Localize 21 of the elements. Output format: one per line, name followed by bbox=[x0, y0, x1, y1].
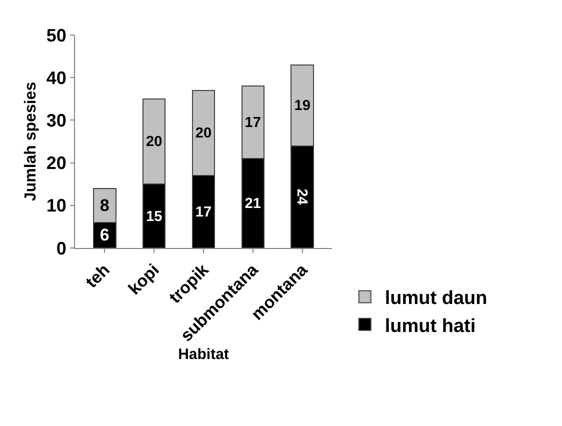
data-label: 17 bbox=[244, 115, 262, 132]
data-label: 15 bbox=[146, 208, 162, 225]
y-tick-label: 50 bbox=[46, 25, 66, 46]
data-label: 17 bbox=[195, 204, 212, 221]
data-label: 24 bbox=[294, 188, 310, 205]
data-label: 20 bbox=[195, 126, 212, 142]
y-tick-label: 40 bbox=[46, 68, 66, 88]
y-axis-title: Jumlah spesies bbox=[22, 82, 40, 202]
data-label: 8 bbox=[100, 196, 110, 215]
data-label: 19 bbox=[294, 98, 310, 114]
legend-label: lumut daun bbox=[384, 288, 488, 310]
y-tick-label: 20 bbox=[46, 153, 66, 174]
y-tick-label: 10 bbox=[46, 196, 66, 216]
legend-label: lumut hati bbox=[384, 316, 476, 337]
data-label: 6 bbox=[100, 226, 110, 245]
x-axis-title: Habitat bbox=[178, 346, 229, 364]
y-tick-label: 30 bbox=[46, 110, 66, 130]
x-tick-label: teh bbox=[82, 260, 114, 292]
data-label: 20 bbox=[146, 134, 162, 150]
data-label: 21 bbox=[244, 196, 262, 212]
y-tick-label: 0 bbox=[56, 238, 66, 258]
